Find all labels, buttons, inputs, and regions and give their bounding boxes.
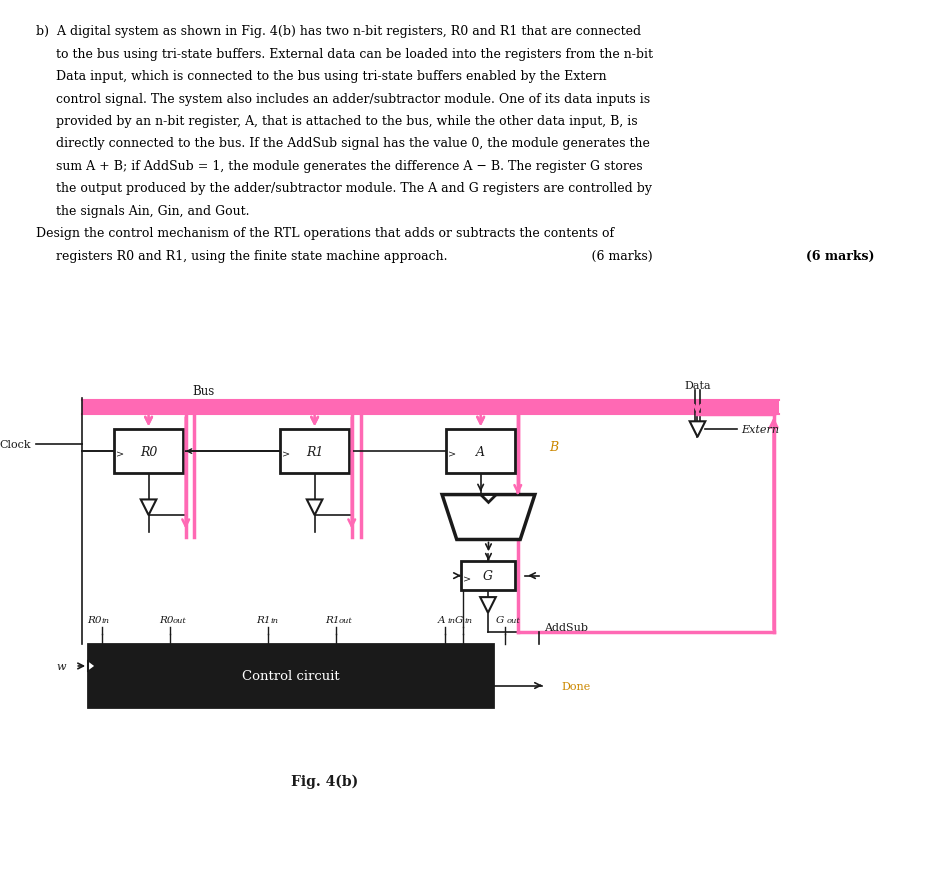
- Bar: [461, 561, 514, 591]
- Bar: [114, 429, 183, 474]
- Text: >: >: [282, 450, 290, 459]
- Text: Done: Done: [561, 680, 590, 691]
- Text: R0: R0: [140, 445, 157, 458]
- Text: >: >: [448, 450, 456, 459]
- Text: Control circuit: Control circuit: [242, 669, 339, 682]
- Text: in: in: [271, 616, 278, 624]
- Bar: [88, 644, 493, 707]
- Text: to the bus using tri-state buffers. External data can be loaded into the registe: to the bus using tri-state buffers. Exte…: [36, 48, 653, 61]
- Text: Extern: Extern: [741, 425, 779, 434]
- Bar: [446, 429, 514, 474]
- Text: Bus: Bus: [192, 384, 214, 397]
- Text: provided by an n-bit register, A, that is attached to the bus, while the other d: provided by an n-bit register, A, that i…: [36, 115, 637, 128]
- Text: out: out: [506, 616, 520, 624]
- Text: Design the control mechanism of the RTL operations that adds or subtracts the co: Design the control mechanism of the RTL …: [36, 227, 614, 240]
- Text: directly connected to the bus. If the AddSub signal has the value 0, the module : directly connected to the bus. If the Ad…: [36, 137, 650, 150]
- Bar: [280, 429, 349, 474]
- Text: >: >: [116, 450, 124, 459]
- Text: G: G: [482, 569, 492, 582]
- Text: R1: R1: [256, 615, 271, 624]
- Polygon shape: [441, 495, 534, 540]
- Text: Clock: Clock: [0, 439, 32, 449]
- Text: in: in: [102, 616, 109, 624]
- Text: Data input, which is connected to the bus using tri-state buffers enabled by the: Data input, which is connected to the bu…: [36, 70, 606, 83]
- Text: R1: R1: [324, 615, 339, 624]
- Text: (6 marks): (6 marks): [805, 249, 873, 262]
- Text: AddSub: AddSub: [543, 623, 588, 633]
- Text: G: G: [496, 615, 503, 624]
- Text: the signals Ain, Gin, and Gout.: the signals Ain, Gin, and Gout.: [36, 204, 249, 217]
- Text: B: B: [549, 441, 558, 454]
- Polygon shape: [307, 500, 322, 515]
- Text: A: A: [438, 615, 445, 624]
- Text: out: out: [338, 616, 352, 624]
- Text: G: G: [454, 615, 463, 624]
- Text: sum A + B; if AddSub = 1, the module generates the difference A − B. The registe: sum A + B; if AddSub = 1, the module gen…: [36, 160, 642, 173]
- Polygon shape: [473, 495, 488, 511]
- Polygon shape: [480, 495, 496, 503]
- Text: b)  A digital system as shown in Fig. 4(b) has two n-bit registers, R0 and R1 th: b) A digital system as shown in Fig. 4(b…: [36, 25, 641, 38]
- Text: A: A: [476, 445, 485, 458]
- Polygon shape: [88, 660, 95, 672]
- Polygon shape: [479, 597, 495, 613]
- Text: R1: R1: [306, 445, 323, 458]
- Text: in: in: [447, 616, 455, 624]
- Polygon shape: [689, 421, 705, 437]
- Text: w: w: [56, 661, 65, 671]
- Bar: [83, 401, 778, 415]
- Text: R0: R0: [87, 615, 102, 624]
- Text: out: out: [172, 616, 186, 624]
- Text: in: in: [464, 616, 473, 624]
- Text: >: >: [463, 574, 471, 583]
- Text: the output produced by the adder/subtractor module. The A and G registers are co: the output produced by the adder/subtrac…: [36, 182, 652, 196]
- Text: registers R0 and R1, using the finite state machine approach.                   : registers R0 and R1, using the finite st…: [36, 249, 653, 262]
- Text: Data: Data: [683, 381, 710, 391]
- Polygon shape: [141, 500, 157, 515]
- Text: control signal. The system also includes an adder/subtractor module. One of its : control signal. The system also includes…: [36, 92, 650, 105]
- Text: Fig. 4(b): Fig. 4(b): [290, 773, 358, 788]
- Text: R0: R0: [159, 615, 173, 624]
